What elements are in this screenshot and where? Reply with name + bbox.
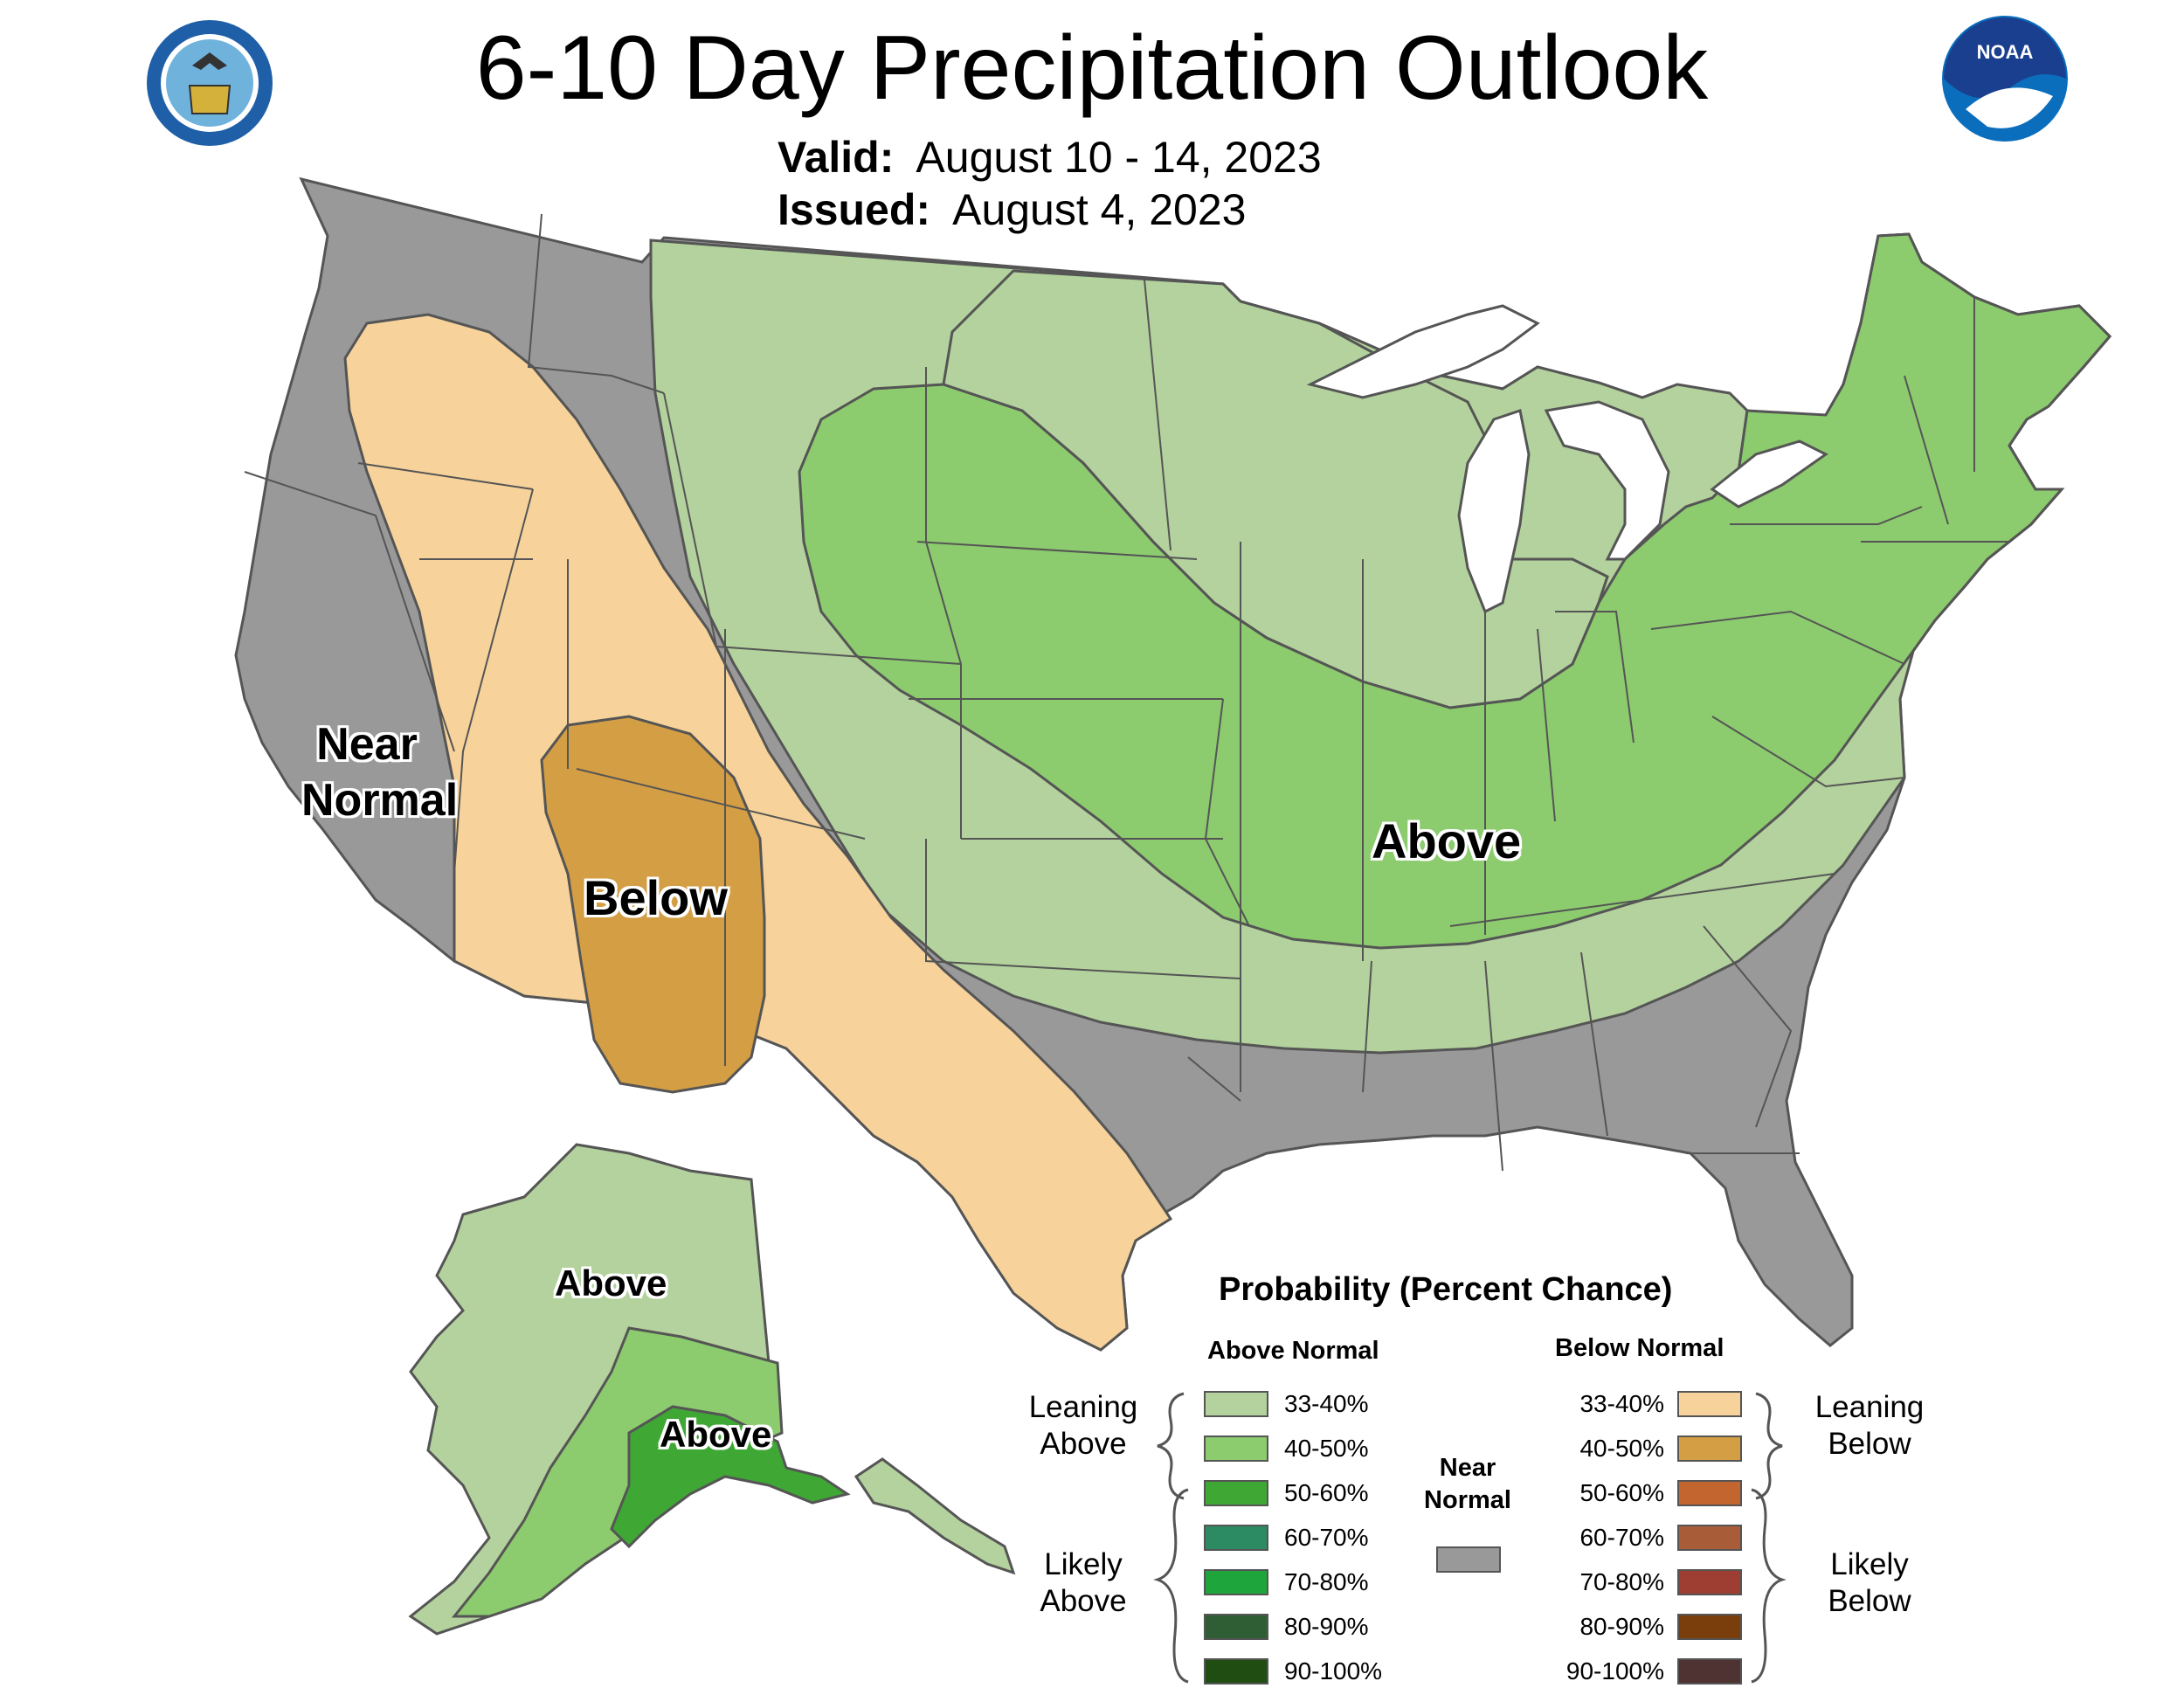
below-40-50-region [540,715,766,1094]
legend-above-label-3: 60-70% [1284,1524,1369,1551]
legend-below-label-2: 50-60% [1579,1479,1664,1506]
state-boundaries [244,213,2009,1172]
legend-above-label-2: 50-60% [1284,1479,1369,1506]
legend-likely-below-label: Likely Below [1828,1547,1911,1618]
above-alaska-map-label: Above [555,1263,667,1304]
legend-below-label-0: 33-40% [1579,1390,1664,1417]
above-conus-map-label: Above [1372,813,1522,868]
legend-above-label-1: 40-50% [1284,1435,1369,1462]
legend-below-label-3: 60-70% [1579,1524,1664,1551]
legend-below-swatch-2 [1677,1480,1742,1506]
brace-likely-below [1751,1488,1787,1684]
legend-above-swatch-5 [1204,1614,1268,1640]
above-alaska-south-map-label: Above [660,1414,772,1455]
brace-leaning-above [1157,1392,1185,1500]
brace-likely-above [1153,1488,1189,1684]
legend-below-swatch-4 [1677,1569,1742,1595]
legend-above-swatch-0 [1204,1391,1268,1417]
legend-above-swatch-2 [1204,1480,1268,1506]
legend-above-swatch-1 [1204,1435,1268,1462]
above-33-40-inner-region [942,269,1609,709]
legend-below-normal-heading: Below Normal [1555,1334,1724,1362]
alaska-panhandle [854,1457,1016,1575]
noaa-logo-text: NOAA [1977,41,2034,63]
legend-above-label-4: 70-80% [1284,1568,1369,1595]
valid-dates: Valid: August 10 - 14, 2023 Issued: Augu… [778,131,1322,236]
valid-label: Valid: [778,133,895,182]
issued-value: August 4, 2023 [952,185,1247,234]
department-of-commerce-seal [147,20,273,146]
legend-below-label-6: 90-100% [1565,1657,1664,1685]
legend-above-swatch-6 [1204,1658,1268,1685]
alaska-above-50-60-region [610,1405,851,1549]
issued-label: Issued: [778,185,931,234]
noaa-logo: NOAA [1942,16,2068,142]
valid-value: August 10 - 14, 2023 [916,133,1322,182]
legend-above-swatch-3 [1204,1525,1268,1551]
legend-below-swatch-6 [1677,1658,1742,1685]
great-lake-michigan [1457,409,1531,614]
brace-leaning-below [1755,1392,1783,1500]
legend-below-swatch-5 [1677,1614,1742,1640]
great-lake-huron-erie [1544,400,1670,561]
legend-leaning-below-label: Leaning Below [1814,1390,1925,1461]
great-lake-superior [1306,304,1540,399]
legend-below-swatch-1 [1677,1435,1742,1462]
legend-above-normal-heading: Above Normal [1207,1337,1379,1365]
legend-below-label-4: 70-80% [1579,1568,1664,1595]
legend-above-label-0: 33-40% [1284,1390,1369,1417]
legend-above-label-5: 80-90% [1284,1613,1369,1640]
legend-likely-above-label: Likely Above [1040,1547,1127,1618]
legend-near-normal-heading: Near Normal [1424,1454,1511,1514]
legend-above-label-6: 90-100% [1284,1657,1383,1685]
great-lake-ontario [1710,439,1828,508]
legend-near-normal-swatch [1436,1546,1501,1573]
alaska-above-40-50-region [451,1326,784,1618]
near-normal-map-label: Near Normal [301,719,459,826]
legend-title: Probability (Percent Chance) [1219,1271,1673,1308]
legend-below-swatch-3 [1677,1525,1742,1551]
legend-below-label-5: 80-90% [1579,1613,1664,1640]
below-map-label: Below [584,870,728,925]
legend-leaning-above-label: Leaning Above [1028,1390,1138,1461]
legend-above-swatch-4 [1204,1569,1268,1595]
legend-below-label-1: 40-50% [1579,1435,1664,1462]
page-title: 6-10 Day Precipitation Outlook [475,17,1709,119]
legend-below-swatch-0 [1677,1391,1742,1417]
